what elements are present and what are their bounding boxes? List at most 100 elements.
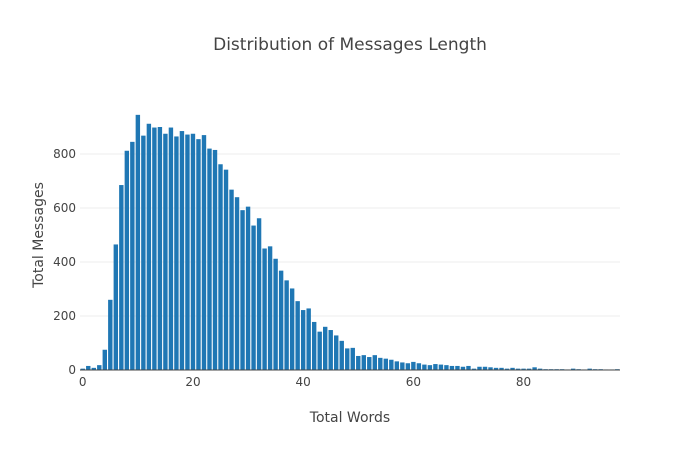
bar-57[interactable] [394, 361, 400, 370]
bar-42[interactable] [311, 321, 317, 370]
bar-32[interactable] [256, 218, 262, 370]
bar-31[interactable] [251, 225, 256, 370]
bar-34[interactable] [267, 246, 273, 370]
bar-71[interactable] [471, 368, 477, 370]
bar-35[interactable] [273, 258, 278, 370]
bar-63[interactable] [427, 365, 433, 370]
bar-46[interactable] [334, 335, 339, 370]
bar-81[interactable] [526, 368, 532, 370]
bar-67[interactable] [449, 365, 455, 370]
bar-68[interactable] [455, 365, 460, 370]
bar-78[interactable] [510, 367, 515, 370]
bar-64[interactable] [433, 364, 438, 370]
bar-21[interactable] [196, 139, 201, 370]
bar-9[interactable] [130, 141, 135, 370]
bar-36[interactable] [278, 270, 284, 370]
bar-43[interactable] [317, 331, 322, 370]
bar-7[interactable] [119, 185, 124, 370]
bar-13[interactable] [152, 127, 157, 370]
bar-4[interactable] [102, 349, 107, 370]
bar-22[interactable] [201, 135, 207, 370]
bar-69[interactable] [460, 366, 466, 370]
bar-49[interactable] [350, 347, 355, 370]
bar-72[interactable] [477, 366, 482, 370]
x-tick-label-0: 0 [79, 375, 87, 389]
bar-74[interactable] [488, 367, 493, 370]
y-tick-label-200: 200 [53, 309, 76, 323]
bar-70[interactable] [466, 365, 471, 370]
y-axis-label: Total Messages [31, 182, 47, 289]
bar-55[interactable] [383, 358, 389, 370]
bar-12[interactable] [146, 123, 152, 370]
bar-80[interactable] [521, 368, 526, 370]
bar-23[interactable] [207, 148, 212, 370]
bar-5[interactable] [108, 299, 113, 370]
bar-54[interactable] [378, 357, 383, 370]
bar-27[interactable] [229, 189, 234, 370]
bar-75[interactable] [493, 367, 499, 370]
bar-37[interactable] [284, 280, 289, 370]
x-axis-label: Total Words [309, 410, 390, 426]
bar-20[interactable] [190, 133, 196, 370]
bar-48[interactable] [345, 348, 350, 370]
bar-92[interactable] [587, 368, 592, 370]
bar-50[interactable] [356, 355, 361, 370]
bar-6[interactable] [113, 244, 119, 370]
bar-56[interactable] [389, 359, 394, 370]
bar-33[interactable] [262, 248, 267, 371]
chart-title: Distribution of Messages Length [213, 35, 487, 55]
bar-25[interactable] [218, 164, 223, 370]
bar-51[interactable] [361, 355, 366, 370]
y-tick-label-600: 600 [53, 201, 76, 215]
bar-1[interactable] [86, 365, 91, 370]
x-tick-label-20: 20 [185, 375, 200, 389]
bar-28[interactable] [234, 197, 240, 370]
bar-26[interactable] [223, 169, 229, 370]
y-tick-label-800: 800 [53, 147, 76, 161]
bar-52[interactable] [367, 357, 372, 370]
bar-18[interactable] [179, 131, 185, 370]
bar-29[interactable] [240, 210, 245, 370]
bar-79[interactable] [515, 368, 521, 370]
bar-24[interactable] [212, 149, 218, 370]
x-tick-label-80: 80 [516, 375, 531, 389]
bar-10[interactable] [135, 114, 141, 370]
bar-53[interactable] [372, 355, 377, 370]
bar-47[interactable] [339, 340, 344, 370]
y-tick-label-400: 400 [53, 255, 76, 269]
bar-61[interactable] [416, 363, 422, 370]
bar-14[interactable] [157, 127, 163, 370]
bar-38[interactable] [289, 288, 295, 370]
bar-44[interactable] [323, 326, 328, 370]
bar-73[interactable] [482, 366, 488, 370]
bar-2[interactable] [91, 367, 96, 370]
x-tick-label-40: 40 [296, 375, 311, 389]
bar-89[interactable] [570, 368, 576, 370]
bar-76[interactable] [499, 367, 504, 370]
bar-59[interactable] [405, 363, 411, 370]
bar-62[interactable] [422, 364, 427, 370]
bar-40[interactable] [300, 310, 306, 370]
bar-15[interactable] [163, 133, 168, 370]
bar-19[interactable] [185, 134, 190, 370]
bar-58[interactable] [400, 362, 405, 370]
bar-65[interactable] [438, 364, 444, 370]
bar-60[interactable] [411, 361, 416, 370]
bar-16[interactable] [168, 127, 174, 370]
bar-82[interactable] [532, 367, 537, 370]
bar-11[interactable] [141, 135, 146, 370]
bar-66[interactable] [444, 365, 449, 370]
bar-30[interactable] [245, 206, 251, 370]
bar-17[interactable] [174, 136, 179, 370]
bar-77[interactable] [504, 368, 510, 370]
bar-83[interactable] [537, 368, 543, 370]
bar-3[interactable] [97, 365, 102, 370]
bar-39[interactable] [295, 301, 300, 370]
bar-0[interactable] [80, 368, 85, 370]
bar-41[interactable] [306, 308, 311, 370]
y-tick-label-0: 0 [68, 363, 76, 377]
bar-8[interactable] [124, 150, 130, 370]
bar-45[interactable] [328, 330, 333, 370]
